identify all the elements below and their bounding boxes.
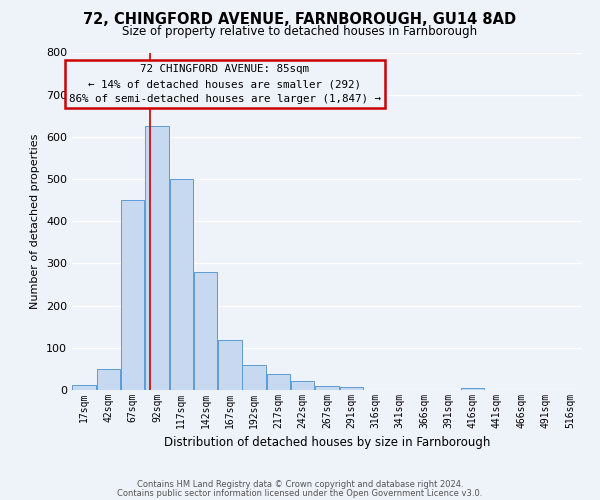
Bar (340, 386, 363, 390)
Text: Contains HM Land Registry data © Crown copyright and database right 2024.: Contains HM Land Registry data © Crown c… (137, 480, 463, 489)
Bar (316, 386, 338, 390)
Bar (267, 374, 290, 390)
Bar (170, 179, 193, 390)
Bar (291, 380, 314, 390)
Text: 72 CHINGFORD AVENUE: 85sqm
← 14% of detached houses are smaller (292)
86% of sem: 72 CHINGFORD AVENUE: 85sqm ← 14% of deta… (69, 64, 381, 104)
Bar (461, 388, 484, 390)
Bar (242, 364, 266, 390)
Bar (121, 200, 145, 390)
Text: Contains public sector information licensed under the Open Government Licence v3: Contains public sector information licen… (118, 489, 482, 498)
Bar (73, 385, 96, 390)
Text: 72, CHINGFORD AVENUE, FARNBOROUGH, GU14 8AD: 72, CHINGFORD AVENUE, FARNBOROUGH, GU14 … (83, 12, 517, 28)
Bar (97, 369, 120, 390)
Bar (218, 340, 242, 390)
X-axis label: Distribution of detached houses by size in Farnborough: Distribution of detached houses by size … (164, 436, 490, 450)
Text: Size of property relative to detached houses in Farnborough: Size of property relative to detached ho… (122, 25, 478, 38)
Y-axis label: Number of detached properties: Number of detached properties (31, 134, 40, 309)
Bar (194, 272, 217, 390)
Bar (145, 126, 169, 390)
